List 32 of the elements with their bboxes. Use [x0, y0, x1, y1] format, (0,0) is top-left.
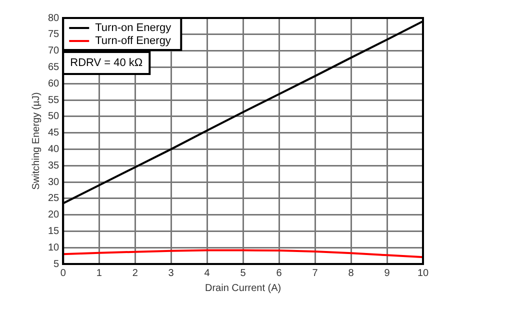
x-axis-title: Drain Current (A)	[204, 282, 282, 294]
annotation: RDRV = 40 kΩ	[70, 57, 143, 70]
y-tick-label: 45	[48, 128, 60, 139]
y-tick-label: 15	[48, 226, 60, 237]
y-tick-label: 50	[48, 111, 60, 122]
y-tick-label: 5	[54, 258, 60, 270]
x-tick-label: 8	[348, 268, 354, 279]
y-axis-title: Switching Energy (µJ)	[30, 92, 42, 190]
x-tick-label: 9	[384, 268, 390, 279]
y-tick-label: 80	[48, 12, 60, 24]
x-tick-label: 6	[276, 268, 282, 279]
y-tick-label: 30	[48, 176, 60, 188]
y-tick-label: 40	[48, 144, 60, 155]
legend-label: Turn-on Energy	[95, 22, 172, 34]
y-tick-label: 10	[48, 242, 60, 254]
x-tick-label: 4	[204, 268, 210, 279]
y-tick-label: 60	[48, 78, 60, 90]
y-tick-label: 20	[48, 210, 60, 221]
x-tick-label: 7	[312, 268, 318, 279]
legend-label: Turn-off Energy	[95, 35, 172, 48]
x-tick-label: 10	[417, 268, 429, 279]
x-tick-label: 3	[168, 268, 174, 279]
x-tick-label: 0	[60, 268, 66, 279]
x-tick-label: 5	[240, 268, 246, 279]
y-tick-label: 75	[48, 29, 60, 40]
y-tick-label: 25	[48, 193, 60, 204]
y-tick-label: 35	[48, 160, 60, 172]
y-tick-label: 55	[48, 94, 60, 106]
y-tick-label: 65	[48, 62, 60, 73]
y-tick-label: 70	[48, 46, 60, 57]
x-tick-label: 1	[96, 268, 102, 279]
x-tick-label: 2	[132, 268, 138, 279]
